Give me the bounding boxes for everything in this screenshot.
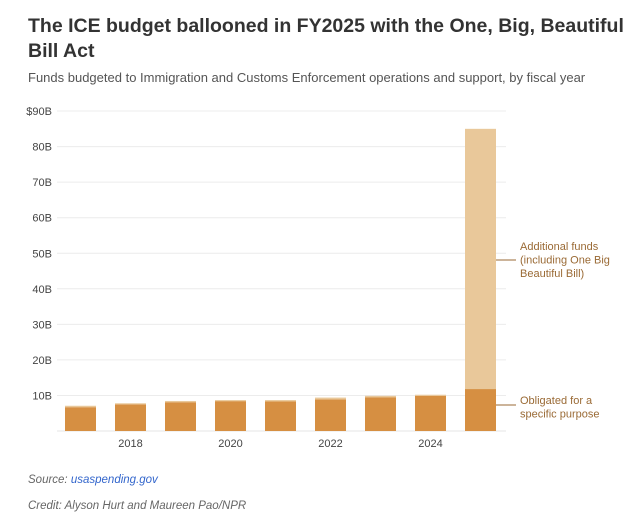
source-label: Source:	[28, 474, 68, 486]
bar-obligated	[115, 404, 146, 431]
bar-obligated	[415, 395, 446, 431]
annotation-label: (including One Big	[520, 255, 610, 267]
annotation-label: specific purpose	[520, 409, 600, 421]
chart-subtitle: Funds budgeted to Immigration and Custom…	[28, 70, 586, 85]
bar-obligated	[65, 407, 96, 431]
bar-additional	[365, 395, 396, 398]
y-tick-label: 60B	[32, 213, 52, 225]
y-tick-label: 50B	[32, 248, 52, 260]
bar-additional	[315, 397, 346, 400]
x-tick-label: 2024	[418, 438, 442, 450]
annotation-label: Obligated for a	[520, 395, 593, 407]
x-tick-label: 2022	[318, 438, 342, 450]
bar-additional	[165, 400, 196, 403]
source-link[interactable]: usaspending.gov	[70, 474, 158, 486]
bar-additional	[215, 400, 246, 402]
x-tick-label: 2018	[118, 438, 142, 450]
y-tick-label: 40B	[32, 284, 52, 296]
bar-additional	[65, 405, 96, 408]
bar-obligated	[265, 401, 296, 431]
bar-additional	[115, 403, 146, 405]
bar-obligated	[165, 402, 196, 431]
bar-additional	[265, 400, 296, 402]
bar-chart: 10B 20B 30B 40B 50B 60B 70B 80B $90B 2018 2020 2022…	[26, 106, 610, 450]
bar-obligated	[465, 389, 496, 431]
bar-additional	[415, 394, 446, 396]
bar-obligated	[315, 399, 346, 431]
y-tick-label: 70B	[32, 177, 52, 189]
annotation-label: Additional funds	[520, 241, 599, 253]
y-tick-label: 30B	[32, 319, 52, 331]
credit-line: Credit: Alyson Hurt and Maureen Pao/NPR	[28, 500, 247, 512]
source-line: Source: usaspending.gov	[28, 474, 158, 486]
annotation-label: Beautiful Bill)	[520, 268, 584, 280]
y-tick-label: 20B	[32, 355, 52, 367]
bar-additional	[465, 128, 496, 390]
bar-obligated	[215, 401, 246, 431]
y-tick-label: $90B	[26, 106, 52, 118]
y-tick-label: 10B	[32, 390, 52, 402]
chart-title: The ICE budget ballooned in FY2025 with …	[28, 15, 624, 62]
x-tick-label: 2020	[218, 438, 242, 450]
y-tick-label: 80B	[32, 142, 52, 154]
bar-obligated	[365, 397, 396, 431]
